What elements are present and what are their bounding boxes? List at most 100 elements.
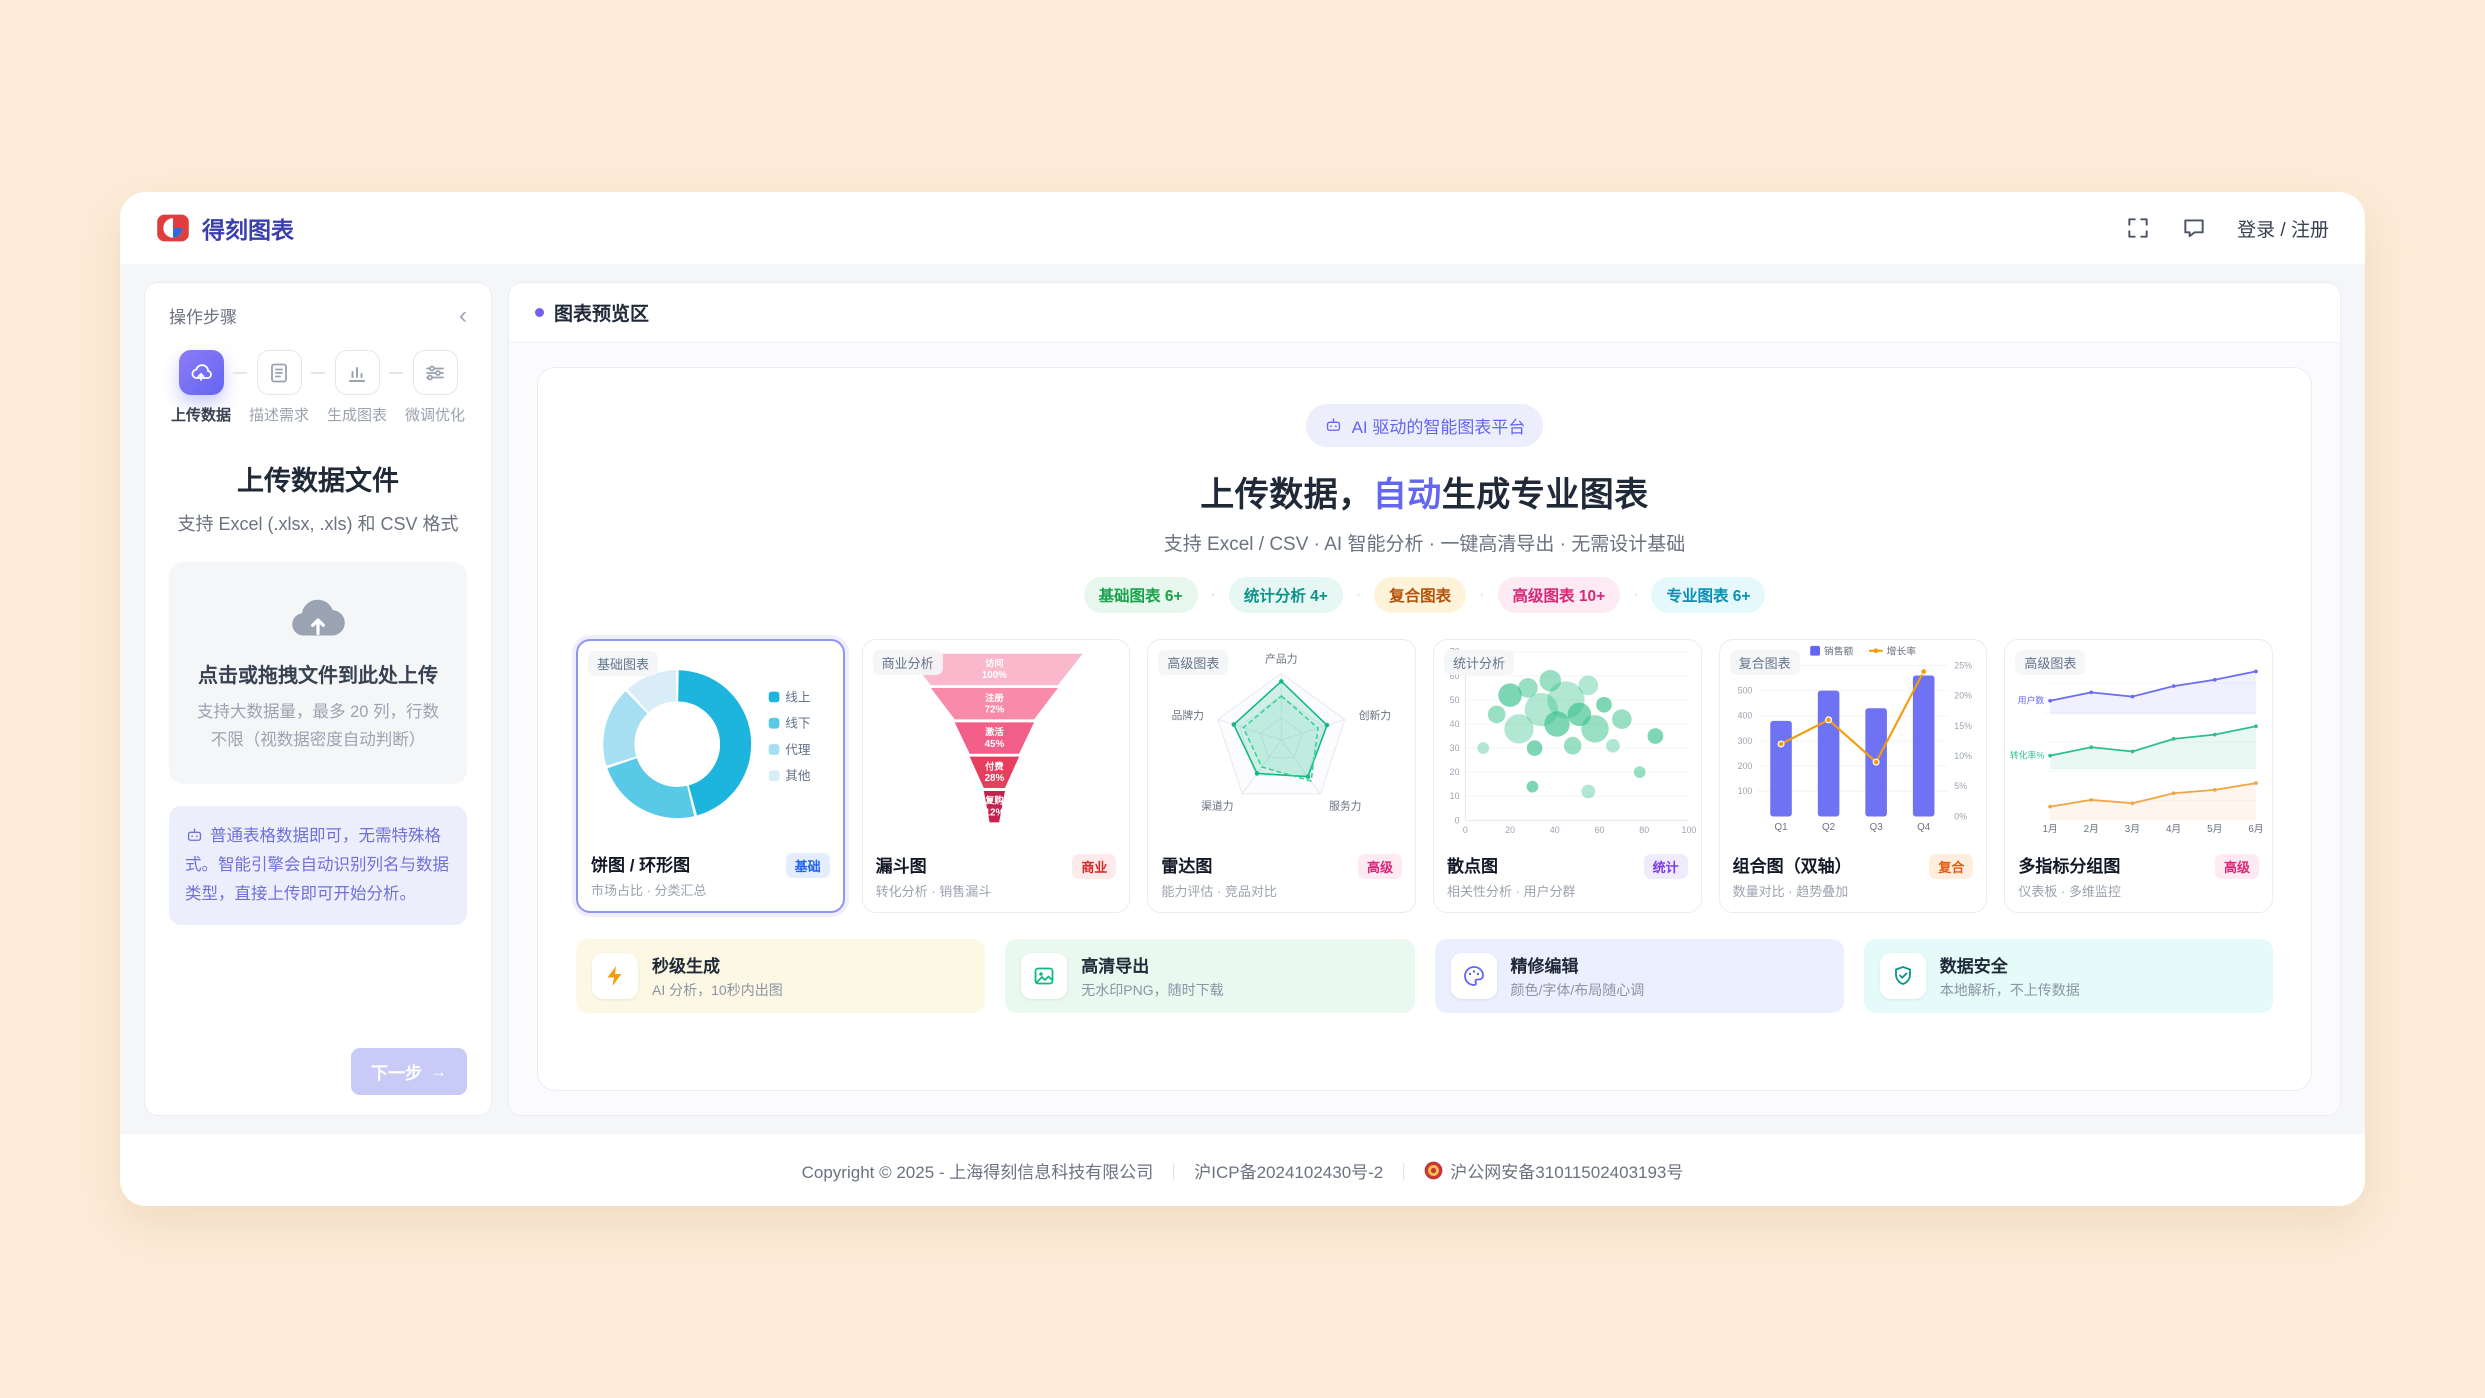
chart-card-combo[interactable]: 复合图表1002003004005006000%5%10%15%20%25%Q1… — [1718, 639, 1988, 914]
feedback-chat-icon[interactable] — [2181, 215, 2207, 241]
svg-text:激活: 激活 — [985, 726, 1004, 737]
badge-text: AI 驱动的智能图表平台 — [1351, 418, 1526, 437]
svg-text:增长率: 增长率 — [1886, 645, 1916, 658]
svg-text:0: 0 — [1455, 815, 1460, 825]
step-connector — [233, 372, 247, 374]
svg-text:注册: 注册 — [985, 692, 1004, 703]
svg-text:5%: 5% — [1954, 781, 1967, 791]
section-title: 图表预览区 — [554, 304, 650, 325]
chart-card-funnel[interactable]: 商业分析 访问 100% 注册 72% 激活 45% 付费 28% 复购 12% 漏斗图 转化分析 · … — [861, 639, 1131, 914]
svg-text:代理: 代理 — [785, 743, 811, 757]
step-4[interactable]: 微调优化 — [403, 350, 467, 425]
svg-text:其他: 其他 — [785, 769, 811, 783]
category-pill: 复合图表 — [1374, 577, 1467, 613]
brand[interactable]: 得刻图表 — [156, 211, 294, 245]
robot-icon — [1326, 418, 1340, 431]
svg-text:访问: 访问 — [985, 657, 1004, 668]
level-badge: 基础 — [785, 853, 830, 879]
svg-text:20%: 20% — [1954, 691, 1972, 701]
svg-text:50: 50 — [1450, 695, 1460, 705]
chart-name: 漏斗图 — [875, 856, 927, 876]
sidebar: 操作步骤 ‹ 上传数据 描述需求 生成图表 微调优化 上传数据文件 支持 Excel … — [144, 282, 492, 1116]
chart-desc: 数量对比 · 趋势叠加 — [1732, 883, 1849, 899]
pill-separator: · — [1479, 586, 1485, 603]
feature-desc: 无水印PNG，随时下载 — [1081, 982, 1224, 999]
level-badge: 复合 — [1929, 853, 1974, 879]
chart-name: 散点图 — [1446, 856, 1498, 876]
svg-text:80: 80 — [1639, 825, 1649, 835]
preview-card: AI 驱动的智能图表平台 上传数据，自动生成专业图表 支持 Excel / CS… — [537, 367, 2312, 1091]
level-badge: 高级 — [2214, 853, 2259, 879]
svg-text:转化率%: 转化率% — [2010, 750, 2044, 761]
card-footer: 组合图（双轴） 数量对比 · 趋势叠加 复合 — [1720, 850, 1987, 912]
login-register-link[interactable]: 登录 / 注册 — [2237, 219, 2329, 241]
feature-desc: 本地解析，不上传数据 — [1939, 982, 2080, 999]
step-label: 微调优化 — [404, 407, 465, 424]
describe-step-icon — [256, 350, 302, 395]
chart-desc: 能力评估 · 竞品对比 — [1161, 883, 1277, 899]
svg-text:40: 40 — [1450, 719, 1460, 729]
card-tag: 统计分析 — [1443, 650, 1514, 675]
police-filing[interactable]: 沪公网安备31011502403193号 — [1424, 1158, 1683, 1183]
chart-name: 饼图 / 环形图 — [591, 856, 691, 876]
svg-text:用户数: 用户数 — [2018, 695, 2045, 706]
svg-text:0: 0 — [1463, 825, 1468, 835]
svg-text:72%: 72% — [984, 705, 1004, 716]
step-1[interactable]: 上传数据 — [169, 350, 233, 425]
next-step-button[interactable]: 下一步 → — [351, 1048, 467, 1095]
category-pill: 专业图表 6+ — [1651, 577, 1766, 613]
hero-title: 上传数据，自动生成专业图表 — [1200, 476, 1649, 514]
svg-text:复购: 复购 — [984, 795, 1004, 806]
step-2[interactable]: 描述需求 — [247, 350, 311, 425]
chart-card-radar[interactable]: 高级图表 产品力 创新力 服务力 渠道力 品牌力 雷达图 能力评估 · 竞品对比 高级 — [1147, 639, 1416, 914]
scatter-chart: 010203040506070020406080100 — [1450, 647, 1697, 835]
chart-card-donut[interactable]: 基础图表 线上 线下 代理 其他 饼图 / 环形图 市场占比 · 分类汇总 基础 — [576, 639, 845, 914]
svg-text:Q4: Q4 — [1917, 822, 1931, 833]
card-footer: 饼图 / 环形图市场占比 · 分类汇总 基础 — [578, 849, 843, 911]
footer-separator: ｜ — [1165, 1162, 1183, 1182]
svg-text:付费: 付费 — [985, 760, 1004, 771]
bolt-icon — [592, 953, 638, 1000]
pill-separator: · — [1355, 586, 1362, 603]
hero: AI 驱动的智能图表平台 上传数据，自动生成专业图表 支持 Excel / CS… — [576, 396, 2273, 613]
palette-icon — [1450, 953, 1497, 1000]
step-3[interactable]: 生成图表 — [325, 350, 389, 425]
content-row: 操作步骤 ‹ 上传数据 描述需求 生成图表 微调优化 上传数据文件 支持 Excel … — [120, 264, 2365, 1134]
svg-text:品牌力: 品牌力 — [1172, 709, 1204, 722]
step-label: 上传数据 — [170, 407, 231, 424]
main-panel: 图表预览区 AI 驱动的智能图表平台 上传数据，自动生成专业图表 支持 Exce… — [508, 282, 2341, 1116]
chart-card-scatter[interactable]: 统计分析010203040506070020406080100散点图相关性分析 … — [1432, 639, 1702, 914]
svg-text:6月: 6月 — [2249, 823, 2264, 835]
category-pill: 统计分析 4+ — [1228, 577, 1343, 613]
svg-text:服务力: 服务力 — [1329, 800, 1361, 813]
chart-card-multiline[interactable]: 高级图表 用户数 转化率% 1月 2月 3月 4月 5月 6月 多指标分组图 仪表板 · 多维监控 高… — [2004, 639, 2273, 914]
chart-desc: 市场占比 · 分类汇总 — [591, 883, 707, 899]
fullscreen-icon[interactable] — [2125, 215, 2151, 241]
copyright-text: Copyright © 2025 - 上海得刻信息科技有限公司 — [801, 1162, 1154, 1182]
footer-separator: ｜ — [1395, 1162, 1413, 1182]
ai-platform-badge: AI 驱动的智能图表平台 — [1305, 404, 1544, 447]
collapse-sidebar-icon[interactable]: ‹ — [459, 301, 467, 329]
card-tag: 高级图表 — [2015, 650, 2086, 675]
shield-icon — [1879, 953, 1926, 1000]
level-badge: 高级 — [1357, 853, 1402, 879]
svg-text:10: 10 — [1450, 791, 1460, 801]
svg-text:40: 40 — [1550, 825, 1560, 835]
robot-icon — [187, 828, 202, 842]
file-dropzone[interactable]: 点击或拖拽文件到此处上传 支持大数据量，最多 20 列，行数不限（视数据密度自动… — [169, 562, 467, 785]
icp-number[interactable]: 沪ICP备2024102430号-2 — [1194, 1162, 1384, 1182]
footer: Copyright © 2025 - 上海得刻信息科技有限公司 ｜ 沪ICP备2… — [120, 1134, 2365, 1206]
feature-strip: 秒级生成 AI 分析，10秒内出图 高清导出 无水印PNG，随时下载 精修编辑 颜色/字体… — [576, 939, 2273, 1014]
preview-area: AI 驱动的智能图表平台 上传数据，自动生成专业图表 支持 Excel / CS… — [509, 343, 2340, 1115]
brand-name: 得刻图表 — [202, 217, 294, 243]
svg-text:60: 60 — [1450, 671, 1460, 681]
svg-text:300: 300 — [1737, 736, 1752, 746]
navbar-actions: 登录 / 注册 — [2125, 215, 2329, 242]
chart-name: 多指标分组图 — [2018, 856, 2121, 876]
section-dot-icon — [535, 308, 544, 317]
svg-text:3月: 3月 — [2125, 823, 2140, 835]
feature-desc: AI 分析，10秒内出图 — [652, 982, 783, 999]
chart-desc: 仪表板 · 多维监控 — [2018, 883, 2121, 899]
